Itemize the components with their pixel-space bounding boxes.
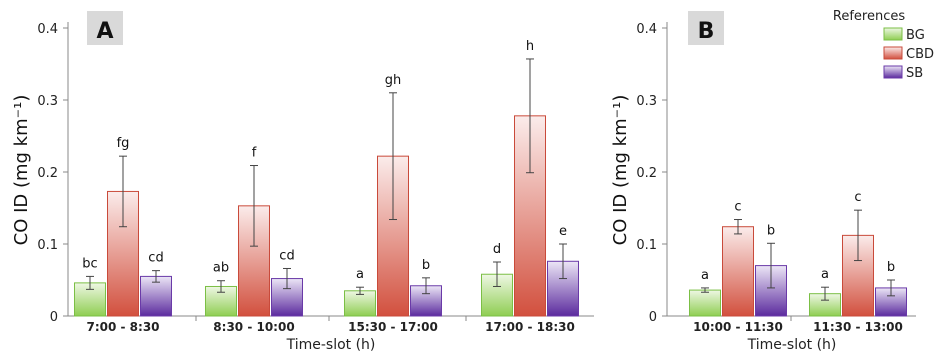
legend-title: References	[833, 9, 905, 24]
x-category-label: 17:00 - 18:30	[485, 320, 575, 334]
bar-sb	[140, 275, 172, 317]
legend-swatch-bg	[883, 27, 903, 41]
bar-bg	[344, 290, 376, 317]
legend-swatch-cbd	[883, 46, 903, 60]
y-tick-label: 0	[649, 310, 657, 325]
y-tick-label: 0.4	[37, 22, 58, 37]
y-tick-label: 0.4	[636, 22, 657, 37]
significance-label: e	[559, 224, 567, 239]
significance-label: b	[767, 223, 775, 238]
significance-label: ab	[213, 261, 229, 276]
significance-label: b	[422, 258, 430, 273]
x-category-label: 8:30 - 10:00	[213, 320, 294, 334]
panel-a-x-axis-title: Time-slot (h)	[286, 337, 376, 353]
y-tick-label: 0.3	[636, 94, 657, 109]
panel-b-label-box	[688, 11, 724, 45]
significance-label: d	[493, 242, 501, 257]
significance-label: fg	[117, 136, 130, 151]
significance-label: h	[526, 39, 534, 54]
x-category-label: 7:00 - 8:30	[86, 320, 159, 334]
significance-label: c	[734, 200, 741, 215]
panel-a-label-box	[87, 11, 123, 45]
significance-label: b	[887, 260, 895, 275]
panel-b-y-axis-title: CO ID (mg km⁻¹)	[610, 95, 631, 246]
significance-label: cd	[148, 251, 163, 266]
significance-label: f	[252, 146, 257, 161]
legend-swatch-sb	[883, 65, 903, 79]
significance-label: gh	[385, 73, 402, 88]
y-tick-label: 0.1	[37, 238, 58, 253]
y-tick-label: 0.1	[636, 238, 657, 253]
panel-a-label: A	[96, 19, 113, 44]
y-tick-label: 0.3	[37, 94, 58, 109]
significance-label: a	[701, 268, 709, 283]
legend-label-bg: BG	[906, 28, 925, 43]
legend-label-cbd: CBD	[906, 47, 934, 62]
y-tick-label: 0.2	[37, 166, 58, 181]
bar-bg	[689, 289, 721, 317]
panel-b-x-axis-title: Time-slot (h)	[747, 337, 837, 353]
bar-sb	[410, 285, 442, 317]
y-tick-label: 0	[50, 310, 58, 325]
panel-a-y-axis-title: CO ID (mg km⁻¹)	[11, 95, 32, 246]
significance-label: c	[854, 190, 861, 205]
significance-label: cd	[279, 248, 294, 263]
bar-bg	[74, 282, 106, 317]
legend-label-sb: SB	[906, 66, 923, 81]
x-category-label: 11:30 - 13:00	[813, 320, 903, 334]
significance-label: a	[356, 267, 364, 282]
x-category-label: 10:00 - 11:30	[693, 320, 783, 334]
panel-b-label: B	[698, 19, 715, 44]
y-tick-label: 0.2	[636, 166, 657, 181]
significance-label: a	[821, 267, 829, 282]
x-category-label: 15:30 - 17:00	[348, 320, 438, 334]
significance-label: bc	[82, 256, 97, 271]
bar-cbd	[722, 226, 754, 317]
